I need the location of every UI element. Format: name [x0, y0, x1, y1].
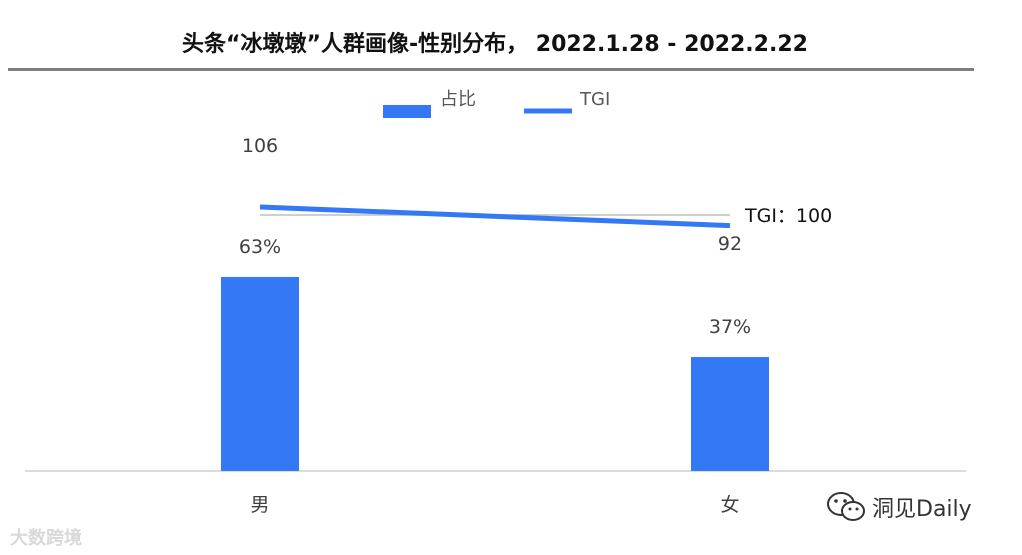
chart-title: 头条“冰墩墩”人群画像-性别分布， 2022.1.28 - 2022.2.22: [182, 32, 808, 57]
bar-0: [221, 276, 299, 471]
tgi-series-line: [259, 204, 731, 229]
legend-swatch-bar: [383, 105, 431, 118]
wechat-icon: [827, 492, 865, 521]
tgi-value-label-0: 106: [242, 135, 278, 157]
category-label-1: 女: [720, 494, 739, 516]
legend-label-bar: 占比: [440, 89, 476, 110]
tgi-value-label-1: 92: [718, 233, 742, 255]
bar-value-label-1: 37%: [709, 316, 751, 338]
watermark-left: 大数跨境: [10, 528, 82, 549]
category-label-0: 男: [250, 494, 269, 516]
title-divider: [8, 68, 974, 71]
watermark-right-text: 洞见Daily: [872, 497, 972, 522]
legend-label-line: TGI: [579, 89, 610, 110]
watermark-right: 洞见Daily: [826, 490, 972, 524]
reference-line-label: TGI：100: [744, 205, 832, 227]
bar-1: [691, 357, 769, 471]
bar-value-label-0: 63%: [239, 236, 281, 258]
